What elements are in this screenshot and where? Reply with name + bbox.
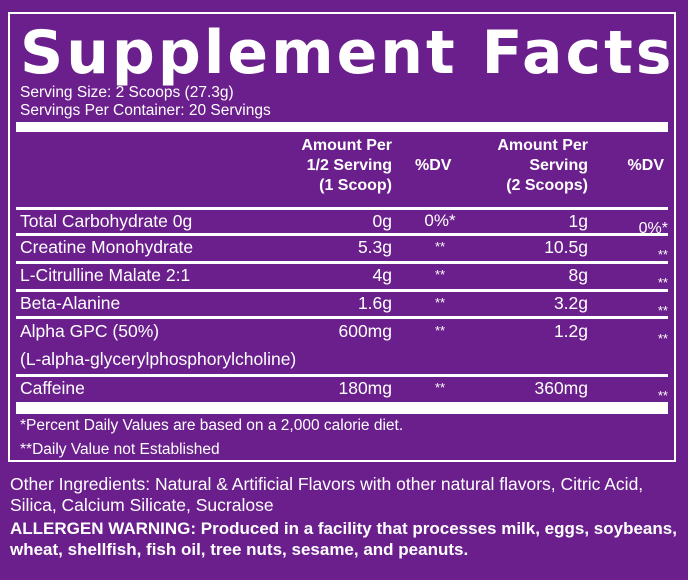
header-line: Serving: [529, 157, 588, 174]
divider: [16, 261, 668, 264]
dv-full: **: [657, 388, 668, 403]
footnote-dv: *Percent Daily Values are based on a 2,0…: [20, 417, 404, 434]
amount-half: 5.3g: [357, 237, 392, 257]
allergen-warning: ALLERGEN WARNING: Produced in a facility…: [10, 519, 677, 559]
dv-half: **: [434, 323, 446, 338]
dv-half: **: [434, 239, 446, 254]
dv-full: **: [657, 331, 668, 346]
nutrient-name: Caffeine: [20, 378, 85, 398]
thick-divider: [16, 402, 668, 414]
divider: [16, 207, 668, 210]
divider: [16, 374, 668, 377]
nutrient-name: Creatine Monohydrate: [20, 237, 194, 257]
dv-full: **: [657, 303, 668, 318]
dv-full: 0%*: [638, 220, 668, 237]
header-line: Amount Per: [301, 137, 392, 154]
dv-full: **: [657, 275, 668, 290]
nutrient-name: Alpha GPC (50%): [20, 321, 160, 341]
amount-full: 1.2g: [553, 321, 588, 341]
panel-title: Supplement Facts: [20, 18, 675, 88]
nutrient-name: L-Citrulline Malate 2:1: [20, 265, 191, 285]
amount-full: 3.2g: [553, 293, 588, 313]
header-line: (2 Scoops): [506, 177, 588, 194]
dv-half: **: [434, 267, 446, 282]
nutrient-name: Beta-Alanine: [20, 293, 121, 313]
dv-half: **: [434, 295, 446, 310]
supplement-facts-panel: Supplement Facts Serving Size: 2 Scoops …: [8, 12, 676, 462]
header-amount-half: Amount Per 1/2 Serving (1 Scoop): [301, 136, 392, 196]
header-dv1: %DV: [415, 157, 452, 174]
dv-half: 0%*: [424, 211, 456, 230]
footnote-not-established: **Daily Value not Established: [20, 441, 220, 458]
dv-half: **: [434, 380, 446, 395]
amount-half: 600mg: [338, 321, 392, 341]
servings-per-container: Servings Per Container: 20 Servings: [20, 102, 271, 119]
amount-full: 360mg: [534, 378, 588, 398]
serving-size: Serving Size: 2 Scoops (27.3g): [20, 84, 234, 101]
dv-full: **: [657, 247, 668, 262]
amount-half: 4g: [372, 265, 392, 285]
amount-half: 0g: [372, 211, 392, 231]
divider: [16, 289, 668, 292]
header-line: Amount Per: [497, 137, 588, 154]
amount-half: 180mg: [338, 378, 392, 398]
amount-half: 1.6g: [357, 293, 392, 313]
nutrient-subname: (L-alpha-glycerylphosphorylcholine): [20, 349, 297, 369]
header-amount-full: Amount Per Serving (2 Scoops): [497, 136, 588, 196]
amount-full: 10.5g: [544, 237, 588, 257]
header-dv2: %DV: [627, 157, 664, 174]
amount-full: 8g: [568, 265, 588, 285]
divider: [16, 233, 668, 236]
divider: [16, 316, 668, 319]
header-line: (1 Scoop): [319, 177, 392, 194]
amount-full: 1g: [568, 211, 588, 231]
other-ingredients: Other Ingredients: Natural & Artificial …: [10, 474, 644, 515]
nutrient-name: Total Carbohydrate 0g: [20, 211, 193, 231]
header-line: 1/2 Serving: [306, 157, 392, 174]
thick-divider: [16, 122, 668, 132]
